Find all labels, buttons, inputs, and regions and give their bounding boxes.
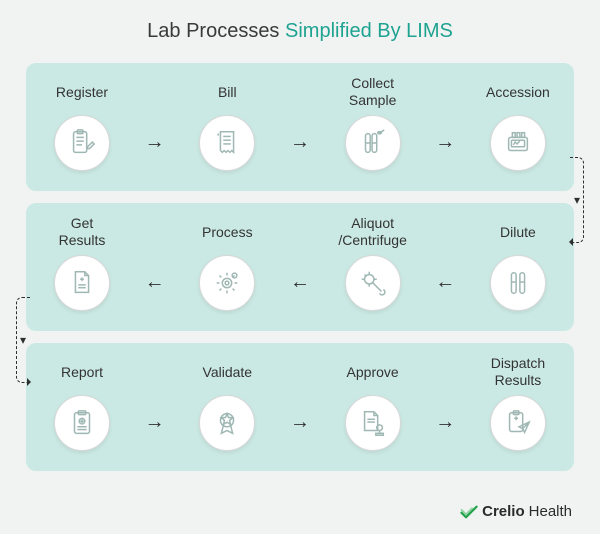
- row-1: Register → Bill → CollectSample → Access…: [26, 63, 574, 191]
- step-get-results: GetResults: [38, 215, 126, 311]
- step-label: Report: [61, 355, 103, 389]
- arrow-right-icon: →: [435, 412, 455, 432]
- arrow-right-icon: →: [435, 132, 455, 152]
- gears-icon: [199, 255, 255, 311]
- step-dilute: Dilute: [474, 215, 562, 311]
- arrow-left-icon: ←: [290, 272, 310, 292]
- step-bill: Bill: [183, 75, 271, 171]
- arrow-right-icon: →: [290, 412, 310, 432]
- down-tick-icon: ▾: [574, 193, 580, 207]
- title-prefix: Lab Processes: [147, 20, 285, 42]
- step-aliquot-centrifuge: Aliquot/Centrifuge: [329, 215, 417, 311]
- step-register: Register: [38, 75, 126, 171]
- title-accent: Simplified By LIMS: [285, 20, 453, 42]
- flow-rows: Register → Bill → CollectSample → Access…: [26, 63, 574, 471]
- wrench-gear-icon: [345, 255, 401, 311]
- clipboard-send-icon: [490, 395, 546, 451]
- brand-check-icon: [460, 505, 478, 519]
- receipt-icon: [199, 115, 255, 171]
- step-label: CollectSample: [349, 75, 396, 109]
- arrow-left-icon: ←: [435, 272, 455, 292]
- step-label: Dilute: [500, 215, 536, 249]
- arrow-right-icon: →: [145, 132, 165, 152]
- step-label: Register: [56, 75, 108, 109]
- machine-icon: [490, 115, 546, 171]
- clipboard-pencil-icon: [54, 115, 110, 171]
- brand-name-bold: Crelio: [482, 503, 525, 520]
- step-label: Validate: [203, 355, 253, 389]
- row-3: Report → Validate → Approve → DispatchRe…: [26, 343, 574, 471]
- arrow-right-icon: →: [290, 132, 310, 152]
- step-validate: Validate: [183, 355, 271, 451]
- step-collect-sample: CollectSample: [329, 75, 417, 171]
- step-approve: Approve: [329, 355, 417, 451]
- page-title: Lab Processes Simplified By LIMS: [26, 20, 574, 43]
- tubes-icon: [490, 255, 546, 311]
- step-label: DispatchResults: [491, 355, 545, 389]
- down-tick-icon: ▾: [20, 333, 26, 347]
- step-accession: Accession: [474, 75, 562, 171]
- step-dispatch-results: DispatchResults: [474, 355, 562, 451]
- doc-stamp-icon: [345, 395, 401, 451]
- tubes-swab-icon: [345, 115, 401, 171]
- brand-logo: CrelioHealth: [460, 503, 572, 520]
- step-process: Process: [183, 215, 271, 311]
- ribbon-icon: [199, 395, 255, 451]
- step-label: Process: [202, 215, 253, 249]
- step-label: Approve: [347, 355, 399, 389]
- row-2: GetResults ← Process ← Aliquot/Centrifug…: [26, 203, 574, 331]
- step-label: Bill: [218, 75, 237, 109]
- clipboard-cross-icon: [54, 395, 110, 451]
- document-plus-icon: [54, 255, 110, 311]
- step-label: GetResults: [59, 215, 106, 249]
- step-report: Report: [38, 355, 126, 451]
- step-label: Accession: [486, 75, 550, 109]
- step-label: Aliquot/Centrifuge: [338, 215, 406, 249]
- brand-name-rest: Health: [529, 503, 572, 520]
- arrow-left-icon: ←: [145, 272, 165, 292]
- arrow-right-icon: →: [145, 412, 165, 432]
